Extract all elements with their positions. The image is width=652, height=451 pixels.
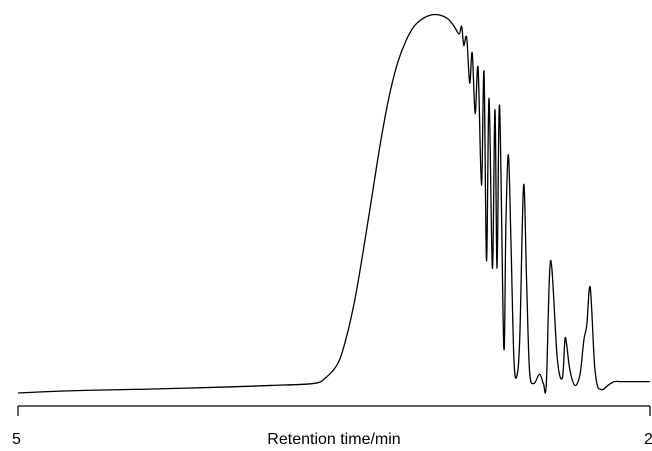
- x-axis-ticks: 5 20: [12, 406, 652, 448]
- plot-area: [17, 13, 650, 394]
- x-tick-label: 20: [644, 431, 652, 448]
- x-axis-label: Retention time/min: [267, 431, 400, 448]
- x-tick-label: 5: [12, 431, 21, 448]
- series-line-0: [17, 13, 650, 394]
